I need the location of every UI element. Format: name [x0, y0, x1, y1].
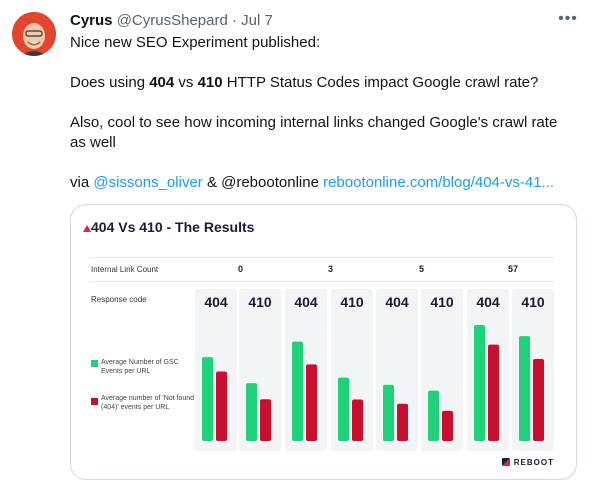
bar-404-1 — [260, 399, 271, 441]
row-label-response-code: Response code — [91, 295, 147, 304]
bar-gsc-5 — [428, 390, 439, 441]
link-count-57: 57 — [508, 264, 519, 274]
label-404-1: 4.250 — [262, 403, 271, 424]
link-count-0: 0 — [238, 264, 244, 274]
label-gsc-2: 10.105 — [294, 345, 303, 370]
tweet-line-3: Also, cool to see how incoming internal … — [70, 114, 558, 151]
legend-404: Average number of 'Not found (404)' even… — [101, 395, 195, 411]
label-gsc-7: 10.667 — [521, 340, 530, 365]
bar-404-0 — [216, 371, 227, 441]
link-count-5: 5 — [419, 264, 425, 274]
label-gsc-1: 5.889 — [248, 387, 257, 408]
label-404-3: 4.222 — [354, 403, 363, 424]
bar-gsc-6 — [474, 324, 485, 441]
tweet-line-1: Nice new SEO Experiment published: — [70, 34, 321, 51]
mention-link[interactable]: @sissons_oliver — [93, 174, 203, 191]
bar-404-5 — [442, 410, 453, 441]
response-code-404: 404 — [385, 294, 409, 310]
response-code-404: 404 — [204, 294, 228, 310]
response-code-404: 404 — [294, 294, 318, 310]
response-code-404: 404 — [476, 294, 500, 310]
author-name[interactable]: Cyrus — [70, 12, 113, 29]
legend-swatch-404 — [91, 398, 98, 405]
response-code-410: 410 — [521, 294, 545, 310]
label-404-6: 9.800 — [490, 348, 499, 369]
bar-404-3 — [352, 399, 363, 441]
label-gsc-0: 8.533 — [204, 361, 213, 382]
avatar[interactable] — [12, 12, 56, 56]
label-404-0: 7.071 — [218, 375, 227, 396]
chart-title: 404 Vs 410 - The Results — [91, 219, 255, 235]
more-horizontal-icon[interactable]: ••• — [558, 10, 578, 27]
tweet-header: Cyrus @CyrusShepard · Jul 7 — [70, 11, 273, 31]
tweet-text: Nice new SEO Experiment published: Does … — [70, 33, 570, 193]
label-gsc-4: 5.714 — [385, 388, 394, 409]
bar-404-6 — [488, 344, 499, 441]
separator: · — [231, 12, 237, 29]
bar-gsc-7 — [519, 336, 530, 441]
label-gsc-3: 6.444 — [340, 381, 349, 402]
reboot-logo: REBOOT — [501, 458, 554, 467]
tweet-line-2: Does using 404 vs 410 HTTP Status Codes … — [70, 74, 539, 91]
label-404-7: 8.333 — [535, 363, 544, 384]
label-404-2: 7.789 — [308, 368, 317, 389]
bar-404-4 — [397, 403, 408, 441]
title-marker-icon — [83, 225, 91, 232]
response-code-410: 410 — [430, 294, 454, 310]
label-gsc-5: 5.125 — [430, 394, 439, 415]
response-code-410: 410 — [248, 294, 272, 310]
legend-swatch-gsc — [91, 360, 98, 367]
bar-gsc-0 — [202, 357, 213, 441]
label-gsc-6: 11.800 — [476, 328, 485, 353]
label-404-4: 3.786 — [399, 407, 408, 428]
legend-gsc: Average Number of GSC Events per URL — [101, 359, 179, 375]
label-404-5: 3.063 — [444, 414, 453, 435]
author-handle[interactable]: @CyrusShepard — [116, 12, 228, 29]
bar-gsc-1 — [246, 383, 257, 441]
row-label-link-count: Internal Link Count — [91, 265, 159, 274]
bar-gsc-4 — [383, 384, 394, 441]
bar-chart: 8.533 5.889 10.105 6.444 5.714 5.125 11.800 10.… — [202, 324, 544, 441]
image-card[interactable]: 404 Vs 410 - The Results Internal Link C… — [70, 204, 577, 480]
bar-404-7 — [533, 359, 544, 441]
bar-gsc-2 — [292, 341, 303, 441]
bar-404-2 — [306, 364, 317, 441]
tweet-date[interactable]: Jul 7 — [241, 12, 273, 29]
bar-gsc-3 — [338, 377, 349, 441]
url-link[interactable]: rebootonline.com/blog/404-vs-41... — [323, 174, 555, 191]
response-code-410: 410 — [340, 294, 364, 310]
tweet-line-4: via @sissons_oliver & @rebootonline rebo… — [70, 174, 555, 191]
reboot-logo-icon — [501, 458, 510, 466]
link-count-3: 3 — [328, 264, 334, 274]
